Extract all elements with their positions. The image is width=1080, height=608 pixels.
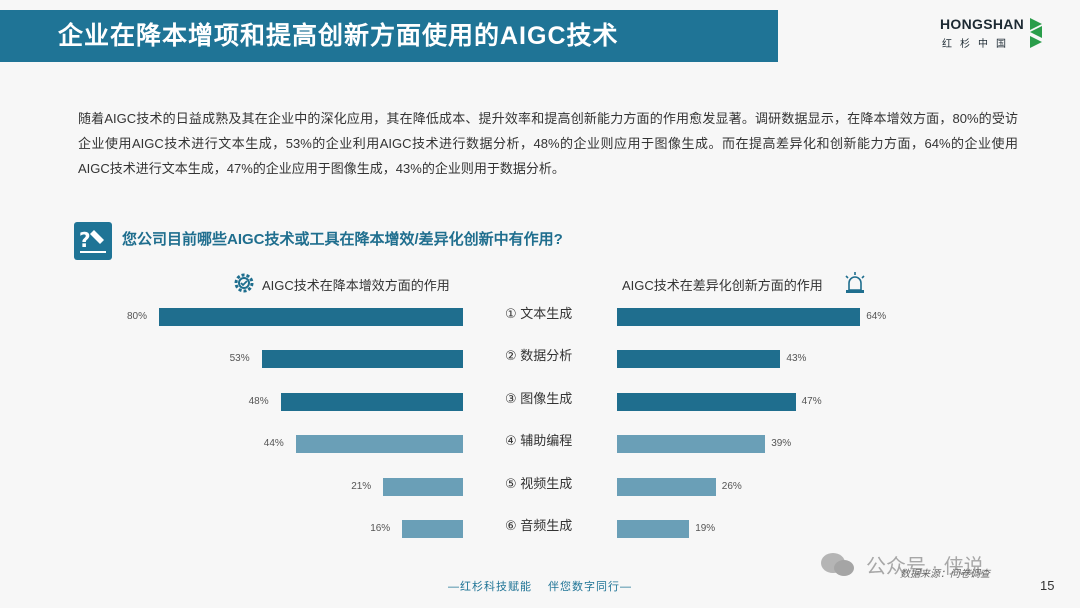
bar-cost-reduction	[280, 392, 463, 411]
watermark: 公众号 · 侠说	[866, 556, 984, 578]
value-label-innovation: 64%	[866, 311, 887, 322]
value-label-cost-reduction: 44%	[263, 438, 284, 450]
footer-left: —红杉科技赋能	[447, 581, 532, 593]
logo-text: HONGSHAN	[940, 16, 1025, 32]
value-label-innovation: 26%	[721, 480, 742, 492]
page-number: 15	[1040, 578, 1055, 593]
value-label-innovation: 19%	[695, 523, 716, 534]
value-label-cost-reduction: 80%	[127, 311, 148, 322]
bar-cost-reduction	[402, 520, 463, 538]
bar-innovation	[617, 520, 690, 538]
value-label-innovation: 39%	[771, 438, 792, 450]
bar-cost-reduction	[295, 435, 463, 454]
footer-slogan: —红杉科技赋能 伴您数字同行—	[0, 578, 1080, 594]
bar-innovation	[617, 350, 781, 369]
bar-cost-reduction	[159, 308, 463, 326]
survey-question: 您公司目前哪些AIGC技术或工具在降本增效/差异化创新中有作用?	[122, 231, 563, 248]
left-chart-title: AIGC技术在降本增效方面的作用	[262, 278, 450, 293]
value-label-innovation: 43%	[786, 353, 807, 365]
bar-innovation	[617, 308, 861, 326]
sequoia-logo-icon	[1030, 18, 1042, 48]
bar-cost-reduction	[261, 350, 463, 369]
category-label: ④ 辅助编程	[505, 433, 573, 449]
category-label: ③ 图像生成	[505, 390, 573, 406]
category-label: ⑥ 音频生成	[505, 518, 573, 533]
hongshan-logo: HONGSHAN 红杉中国	[940, 16, 1050, 52]
page-title: 企业在降本增项和提高创新方面使用的AIGC技术	[58, 22, 619, 50]
wechat-icon	[821, 553, 854, 576]
value-label-cost-reduction: 16%	[370, 523, 391, 534]
category-label: ① 文本生成	[505, 306, 573, 321]
value-label-cost-reduction: 21%	[351, 480, 372, 492]
value-label-cost-reduction: 48%	[248, 395, 269, 407]
footer-right: 伴您数字同行—	[548, 581, 633, 593]
title-bar: 企业在降本增项和提高创新方面使用的AIGC技术	[0, 10, 778, 62]
bar-innovation	[617, 435, 766, 454]
alarm-light-icon	[845, 272, 865, 293]
gear-icon	[234, 273, 254, 293]
category-label: ⑤ 视频生成	[505, 475, 573, 491]
value-label-innovation: 47%	[801, 395, 822, 407]
bar-innovation	[617, 477, 716, 496]
right-chart-title: AIGC技术在差异化创新方面的作用	[622, 278, 823, 293]
svg-text:?: ?	[79, 228, 91, 252]
category-label: ② 数据分析	[505, 348, 573, 364]
intro-paragraph: 随着AIGC技术的日益成熟及其在企业中的深化应用，其在降低成本、提升效率和提高创…	[78, 111, 1018, 176]
question-icon: ?	[74, 222, 112, 260]
value-label-cost-reduction: 53%	[229, 353, 250, 365]
data-source: 数据来源：问卷调查	[900, 569, 990, 580]
bar-innovation	[617, 392, 796, 411]
bar-cost-reduction	[383, 477, 463, 496]
logo-subtext: 红杉中国	[942, 39, 1014, 50]
